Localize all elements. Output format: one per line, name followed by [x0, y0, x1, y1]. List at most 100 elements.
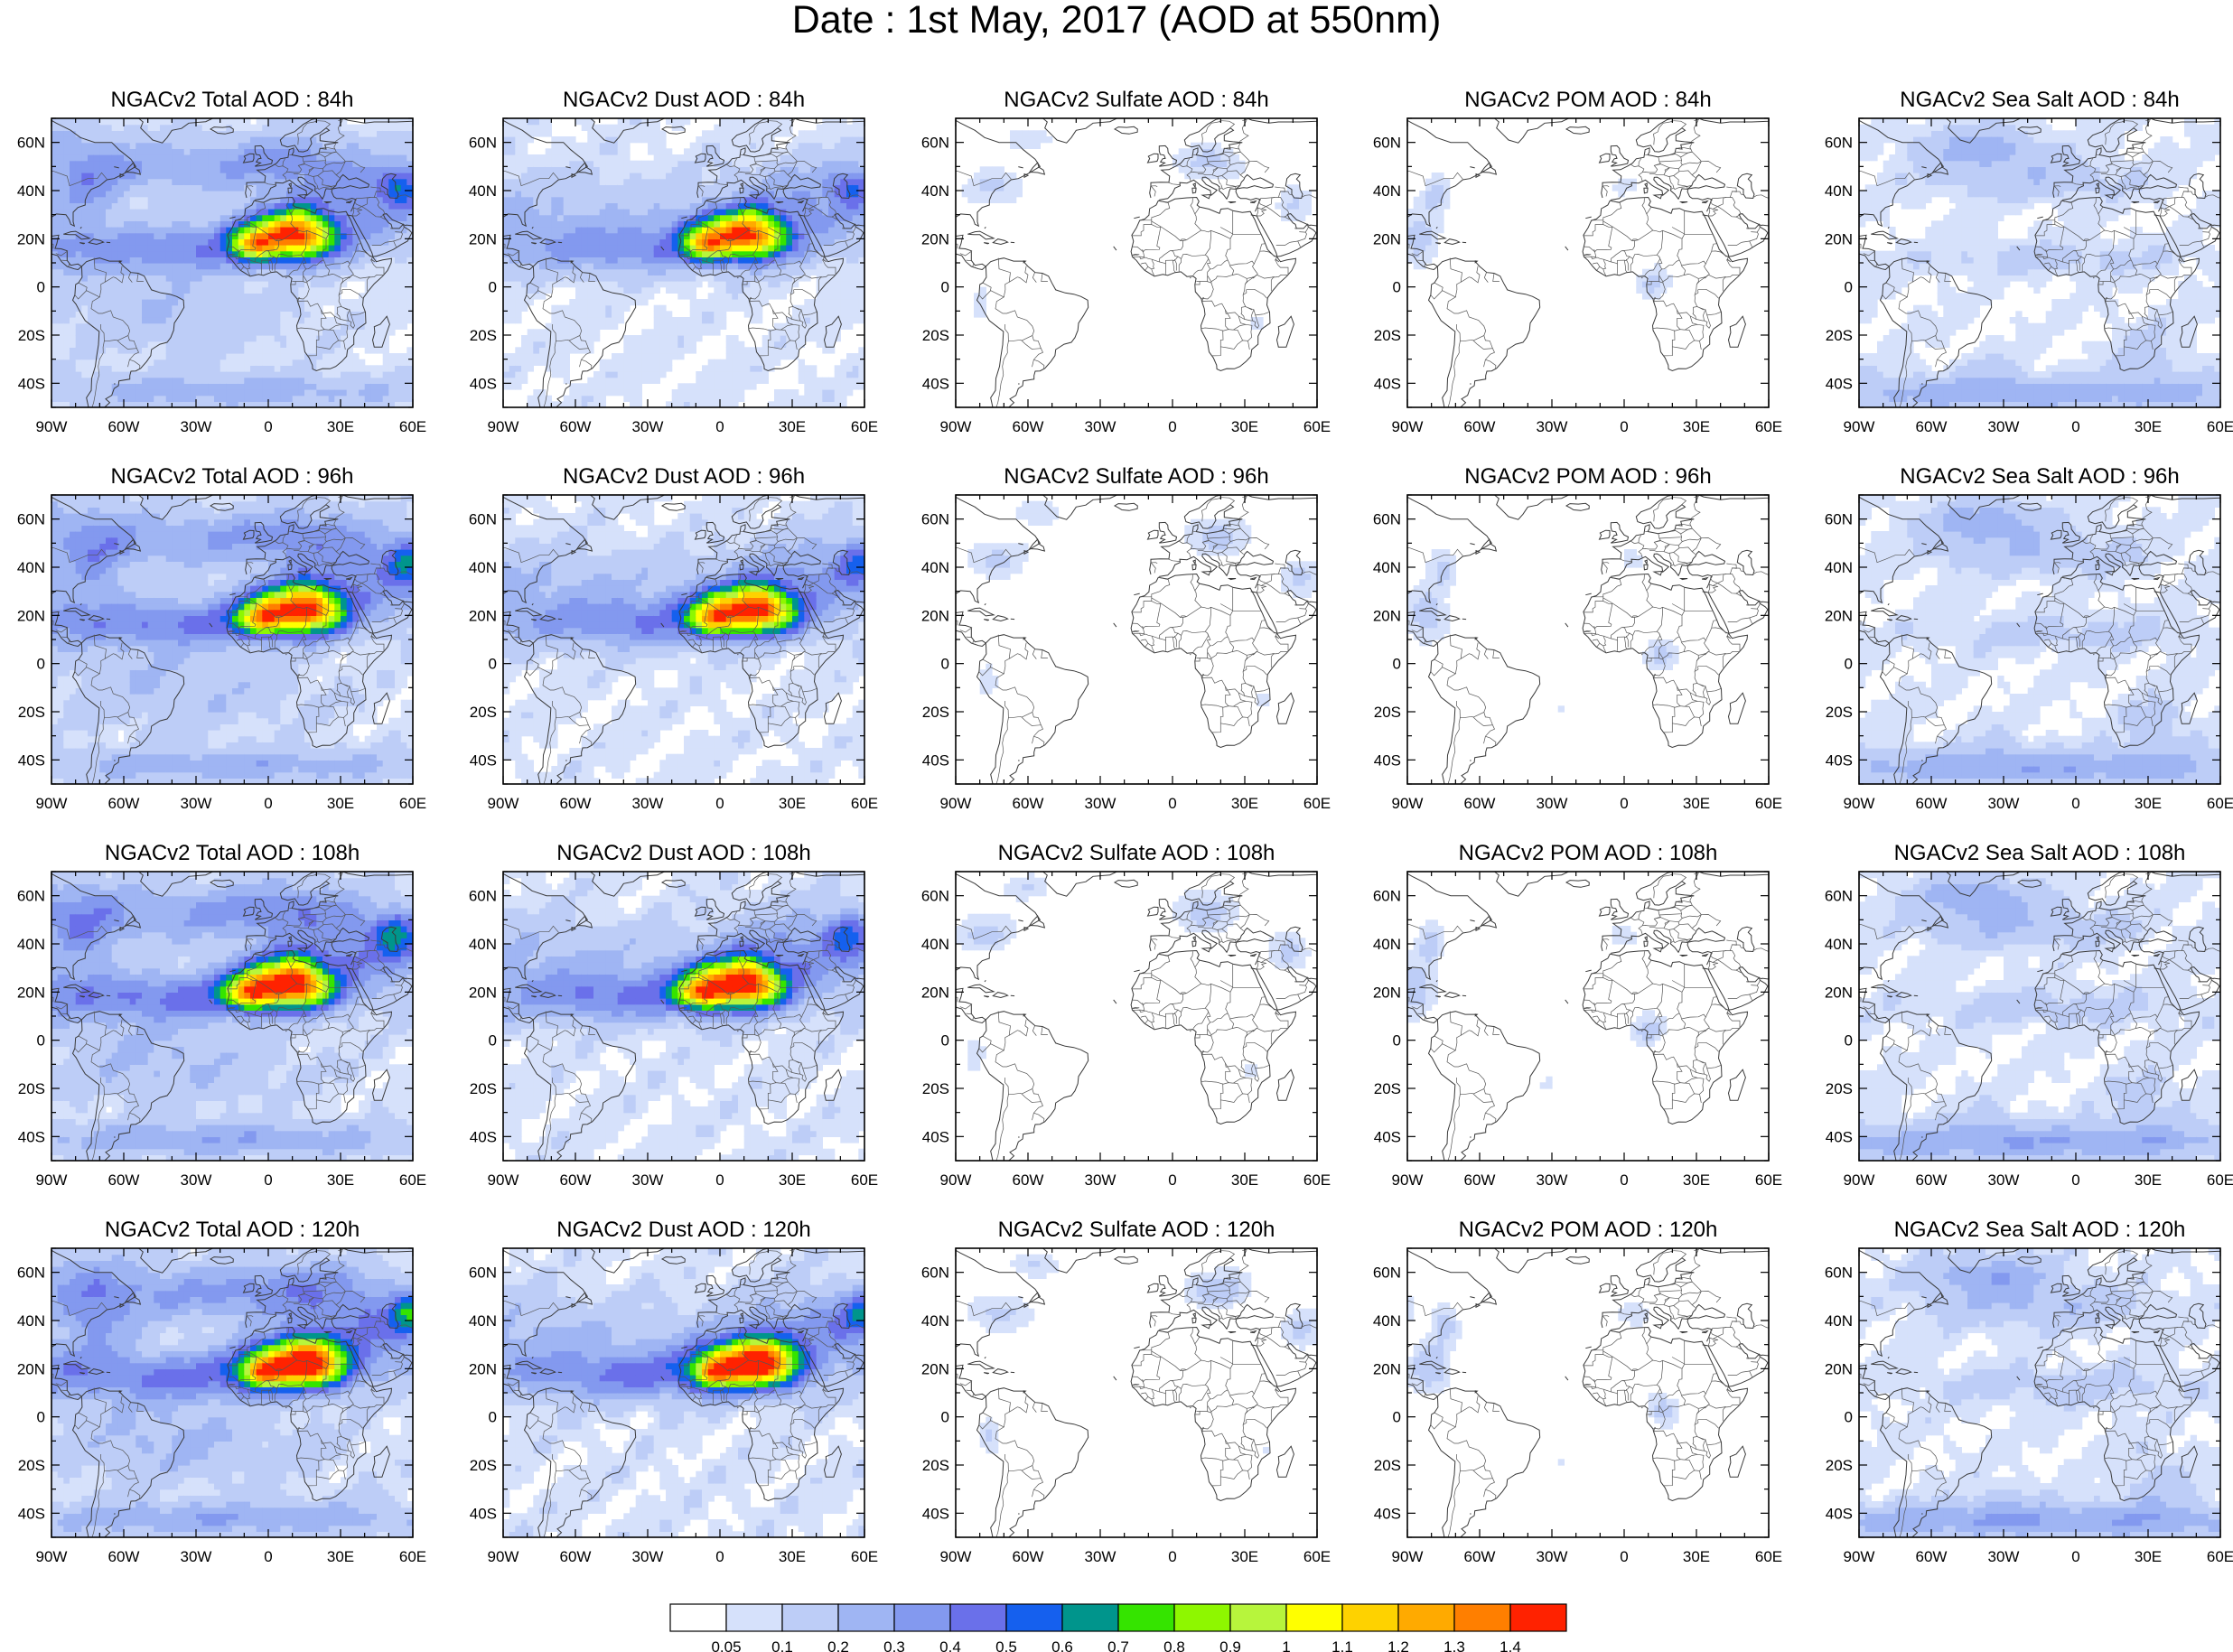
- lat-tick-label: 0: [1393, 1409, 1401, 1426]
- lon-tick-label: 30E: [1683, 1171, 1710, 1189]
- lat-tick-label: 40S: [1826, 1505, 1853, 1522]
- lon-tick-label: 90W: [1844, 1171, 1875, 1189]
- coastlines: [503, 118, 864, 407]
- lat-tick-label: 20S: [1374, 704, 1401, 721]
- lat-tick-label: 0: [941, 1409, 949, 1426]
- lon-tick-label: 30W: [1085, 1171, 1116, 1189]
- borders: [1859, 495, 2220, 784]
- lat-tick-label: 60N: [1373, 888, 1401, 905]
- map-panel-seasalt-3: 90W 60W 30W 0 30E 60E 60N 40N 20N 0 20S 40S NGACv2 S…: [1825, 1218, 2233, 1565]
- lat-tick-label: 0: [1393, 656, 1401, 673]
- lon-tick-label: 0: [2071, 795, 2079, 812]
- lat-tick-label: 0: [1845, 656, 1853, 673]
- colorbar-swatch: [1005, 1603, 1063, 1632]
- colorbar-label: 0.5: [995, 1638, 1017, 1652]
- map-panel-seasalt-2: 90W 60W 30W 0 30E 60E 60N 40N 20N 0 20S 40S NGACv2 S…: [1825, 841, 2233, 1189]
- panel-title: NGACv2 Dust AOD : 96h: [563, 464, 805, 489]
- coastlines: [1859, 118, 2220, 407]
- lon-tick-label: 60W: [1916, 795, 1948, 812]
- lon-tick-label: 30W: [1988, 418, 2020, 435]
- borders: [51, 872, 413, 1161]
- lat-tick-label: 40N: [1825, 936, 1853, 953]
- lon-tick-label: 60W: [108, 1548, 140, 1565]
- map-panel-sulfate-0: 90W 60W 30W 0 30E 60E 60N 40N 20N 0 20S 40S NGACv2 S…: [921, 88, 1331, 435]
- lon-tick-label: 90W: [36, 1548, 68, 1565]
- lon-tick-label: 0: [1620, 795, 1628, 812]
- lat-tick-label: 60N: [469, 888, 497, 905]
- lon-tick-label: 30E: [779, 795, 806, 812]
- lat-tick-label: 60N: [1825, 511, 1853, 528]
- lon-tick-label: 60W: [560, 1171, 592, 1189]
- lon-tick-label: 90W: [488, 795, 519, 812]
- lat-tick-label: 60N: [921, 135, 949, 152]
- aod-field: [1407, 173, 1673, 300]
- lon-tick-label: 90W: [488, 1171, 519, 1189]
- lon-tick-label: 0: [264, 1171, 272, 1189]
- borders: [503, 495, 864, 784]
- lat-tick-label: 40N: [17, 182, 45, 200]
- lon-tick-label: 90W: [940, 1548, 972, 1565]
- lon-tick-label: 60E: [399, 418, 426, 435]
- lat-tick-label: 0: [1845, 1409, 1853, 1426]
- lon-tick-label: 60E: [851, 795, 878, 812]
- aod-field: [503, 872, 864, 1161]
- lat-tick-label: 20S: [18, 1457, 45, 1474]
- lat-tick-label: 60N: [17, 888, 45, 905]
- lon-tick-label: 30W: [1988, 795, 2020, 812]
- lat-tick-label: 60N: [17, 511, 45, 528]
- lat-tick-label: 40N: [1825, 559, 1853, 576]
- lat-tick-label: 0: [941, 279, 949, 296]
- lon-tick-label: 60E: [399, 1548, 426, 1565]
- aod-field: [503, 118, 864, 407]
- lat-tick-label: 40N: [469, 1312, 497, 1330]
- lon-tick-label: 90W: [36, 795, 68, 812]
- panel-title: NGACv2 Sulfate AOD : 120h: [998, 1218, 1275, 1242]
- panel-title: NGACv2 POM AOD : 108h: [1459, 841, 1718, 865]
- lat-tick-label: 40S: [922, 751, 949, 769]
- colorbar-label: 1: [1282, 1638, 1290, 1652]
- map-panel-sulfate-2: 90W 60W 30W 0 30E 60E 60N 40N 20N 0 20S 40S NGACv2 S…: [921, 841, 1331, 1189]
- colorbar-label: 1.3: [1444, 1638, 1465, 1652]
- lon-tick-label: 90W: [36, 418, 68, 435]
- lat-tick-label: 40N: [921, 936, 949, 953]
- lat-tick-label: 40S: [18, 751, 45, 769]
- coastlines: [503, 495, 864, 784]
- coastlines: [51, 872, 413, 1161]
- lon-tick-label: 90W: [1392, 795, 1424, 812]
- lon-tick-label: 60E: [2207, 418, 2233, 435]
- lon-tick-label: 30W: [1537, 418, 1568, 435]
- coastlines: [51, 118, 413, 407]
- lon-tick-label: 0: [1168, 418, 1176, 435]
- lon-tick-label: 60W: [108, 795, 140, 812]
- lon-tick-label: 30E: [1231, 418, 1258, 435]
- lat-tick-label: 40S: [18, 1128, 45, 1145]
- panel-title: NGACv2 Total AOD : 84h: [110, 88, 353, 112]
- lat-tick-label: 20S: [18, 704, 45, 721]
- lat-tick-label: 40N: [921, 1312, 949, 1330]
- lat-tick-label: 20S: [1826, 704, 1853, 721]
- lat-tick-label: 40N: [469, 559, 497, 576]
- lat-tick-label: 20S: [1374, 1080, 1401, 1097]
- lat-tick-label: 20N: [469, 607, 497, 624]
- coastlines: [1407, 872, 1769, 1161]
- lat-tick-label: 40N: [469, 182, 497, 200]
- lat-tick-label: 20S: [18, 327, 45, 344]
- map-panel-sulfate-1: 90W 60W 30W 0 30E 60E 60N 40N 20N 0 20S 40S NGACv2 S…: [921, 464, 1331, 812]
- coastlines: [1407, 495, 1769, 784]
- colorbar-swatch: [1509, 1603, 1567, 1632]
- map-panel-dust-1: 90W 60W 30W 0 30E 60E 60N 40N 20N 0 20S 40S NGACv2 D…: [469, 464, 878, 812]
- lon-tick-label: 60W: [1464, 795, 1496, 812]
- lat-tick-label: 20N: [1373, 230, 1401, 247]
- lat-tick-label: 20S: [1826, 1457, 1853, 1474]
- aod-field: [503, 495, 864, 784]
- panel-title: NGACv2 Sea Salt AOD : 84h: [1900, 88, 2179, 112]
- map-panel-total-0: 90W 60W 30W 0 30E 60E 60N 40N 20N 0 20S 40S NGACv2 T…: [17, 88, 426, 435]
- map-panel-seasalt-1: 90W 60W 30W 0 30E 60E 60N 40N 20N 0 20S 40S NGACv2 S…: [1825, 464, 2233, 812]
- lat-tick-label: 40N: [1373, 182, 1401, 200]
- lat-tick-label: 60N: [1373, 1265, 1401, 1282]
- colorbar-label: 0.3: [883, 1638, 905, 1652]
- lon-tick-label: 0: [1168, 1548, 1176, 1565]
- lon-tick-label: 0: [264, 418, 272, 435]
- lon-tick-label: 60W: [560, 1548, 592, 1565]
